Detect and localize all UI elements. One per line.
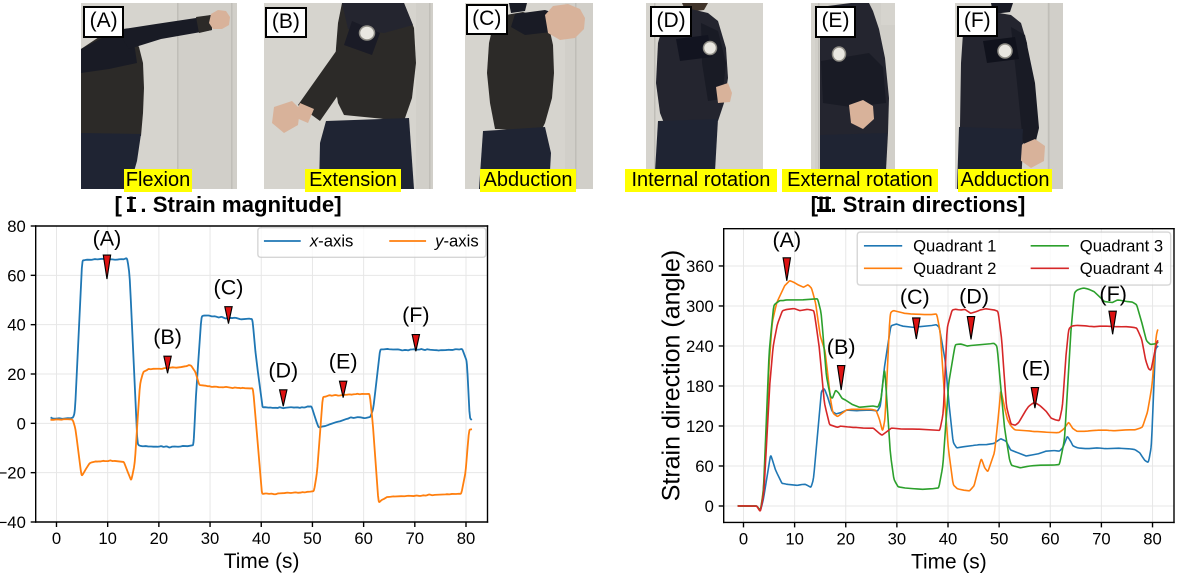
svg-text:(E): (E) bbox=[329, 350, 358, 374]
svg-text:Quadrant 2: Quadrant 2 bbox=[913, 259, 996, 278]
svg-text:(B): (B) bbox=[827, 335, 856, 359]
svg-text:[II. Strain directions]: [II. Strain directions] bbox=[811, 195, 1026, 217]
svg-text:−40: −40 bbox=[0, 513, 26, 532]
svg-text:Quadrant 1: Quadrant 1 bbox=[913, 237, 996, 256]
svg-text:10: 10 bbox=[98, 529, 117, 548]
svg-text:(F): (F) bbox=[1099, 282, 1126, 306]
svg-text:80: 80 bbox=[7, 217, 26, 236]
svg-text:70: 70 bbox=[1092, 529, 1111, 548]
svg-text:0: 0 bbox=[17, 414, 26, 433]
svg-text:y - a x: y - a x i s bbox=[434, 226, 479, 251]
svg-text:80: 80 bbox=[1143, 529, 1162, 548]
svg-text:Quadrant 4: Quadrant 4 bbox=[1080, 259, 1163, 278]
svg-text:Time (s): Time (s) bbox=[911, 550, 987, 573]
svg-text:20: 20 bbox=[7, 365, 26, 384]
svg-text:0: 0 bbox=[739, 529, 748, 548]
svg-text:120: 120 bbox=[686, 417, 714, 436]
svg-text:(D): (D) bbox=[268, 358, 298, 382]
svg-text:20: 20 bbox=[836, 529, 855, 548]
svg-text:(E): (E) bbox=[1022, 357, 1051, 381]
svg-text:−20: −20 bbox=[0, 464, 26, 483]
svg-text:30: 30 bbox=[201, 529, 220, 548]
svg-text:50: 50 bbox=[990, 529, 1009, 548]
svg-text:80: 80 bbox=[457, 529, 476, 548]
svg-text:(C): (C) bbox=[900, 285, 930, 309]
svg-text:[ I . Strain magnitude]: [ I . Strain magnitude] bbox=[114, 195, 341, 217]
svg-text:(C): (C) bbox=[214, 275, 244, 299]
svg-text:50: 50 bbox=[303, 529, 322, 548]
svg-text:40: 40 bbox=[252, 529, 271, 548]
svg-text:40: 40 bbox=[939, 529, 958, 548]
svg-text:0: 0 bbox=[705, 497, 714, 516]
svg-text:60: 60 bbox=[7, 266, 26, 285]
svg-text:Time (s): Time (s) bbox=[224, 550, 300, 573]
svg-text:(A): (A) bbox=[772, 228, 801, 252]
svg-text:30: 30 bbox=[888, 529, 907, 548]
svg-text:Strain direction (angle): Strain direction (angle) bbox=[657, 250, 685, 502]
svg-text:240: 240 bbox=[686, 337, 714, 356]
svg-text:180: 180 bbox=[686, 377, 714, 396]
svg-text:60: 60 bbox=[354, 529, 373, 548]
svg-text:x - a x: x - a x i s bbox=[309, 226, 354, 251]
svg-text:(F): (F) bbox=[402, 303, 429, 327]
svg-text:20: 20 bbox=[150, 529, 169, 548]
svg-text:360: 360 bbox=[686, 257, 714, 276]
svg-text:300: 300 bbox=[686, 297, 714, 316]
svg-text:60: 60 bbox=[1041, 529, 1060, 548]
svg-text:(A): (A) bbox=[93, 227, 122, 251]
svg-text:(D): (D) bbox=[959, 285, 989, 309]
svg-text:40: 40 bbox=[7, 316, 26, 335]
svg-text:(B): (B) bbox=[153, 325, 182, 349]
svg-text:60: 60 bbox=[695, 457, 714, 476]
svg-text:Quadrant 3: Quadrant 3 bbox=[1080, 237, 1163, 256]
svg-text:10: 10 bbox=[785, 529, 804, 548]
svg-text:70: 70 bbox=[406, 529, 425, 548]
svg-text:0: 0 bbox=[52, 529, 61, 548]
